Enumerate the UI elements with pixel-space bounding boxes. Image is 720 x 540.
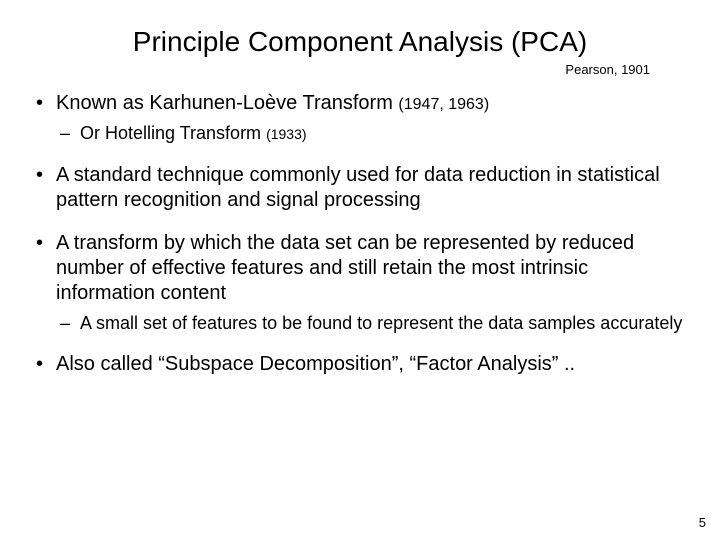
sub-list: A small set of features to be found to r… [56,312,690,335]
bullet-text: Or Hotelling Transform [80,123,266,143]
page-number: 5 [699,515,706,530]
bullet-text: A standard technique commonly used for d… [56,164,660,211]
bullet-text: Also called “Subspace Decomposition”, “F… [56,353,575,375]
sub-list: Or Hotelling Transform (1933) [56,122,690,145]
list-item: Also called “Subspace Decomposition”, “F… [30,352,690,377]
attribution-text: Pearson, 1901 [30,62,690,77]
list-item: A transform by which the data set can be… [30,231,690,335]
year-annotation: (1947, 1963) [398,96,489,113]
bullet-text: Known as Karhunen-Loève Transform [56,92,398,114]
bullet-text: A transform by which the data set can be… [56,232,634,304]
bullet-list: Known as Karhunen-Loève Transform (1947… [30,91,690,377]
list-item: Known as Karhunen-Loève Transform (1947… [30,91,690,145]
list-item: Or Hotelling Transform (1933) [56,122,690,145]
list-item: A standard technique commonly used for d… [30,163,690,213]
slide: Principle Component Analysis (PCA) Pears… [0,0,720,540]
bullet-text: A small set of features to be found to r… [80,313,682,333]
slide-title: Principle Component Analysis (PCA) [30,26,690,58]
year-annotation: (1933) [266,126,306,142]
list-item: A small set of features to be found to r… [56,312,690,335]
